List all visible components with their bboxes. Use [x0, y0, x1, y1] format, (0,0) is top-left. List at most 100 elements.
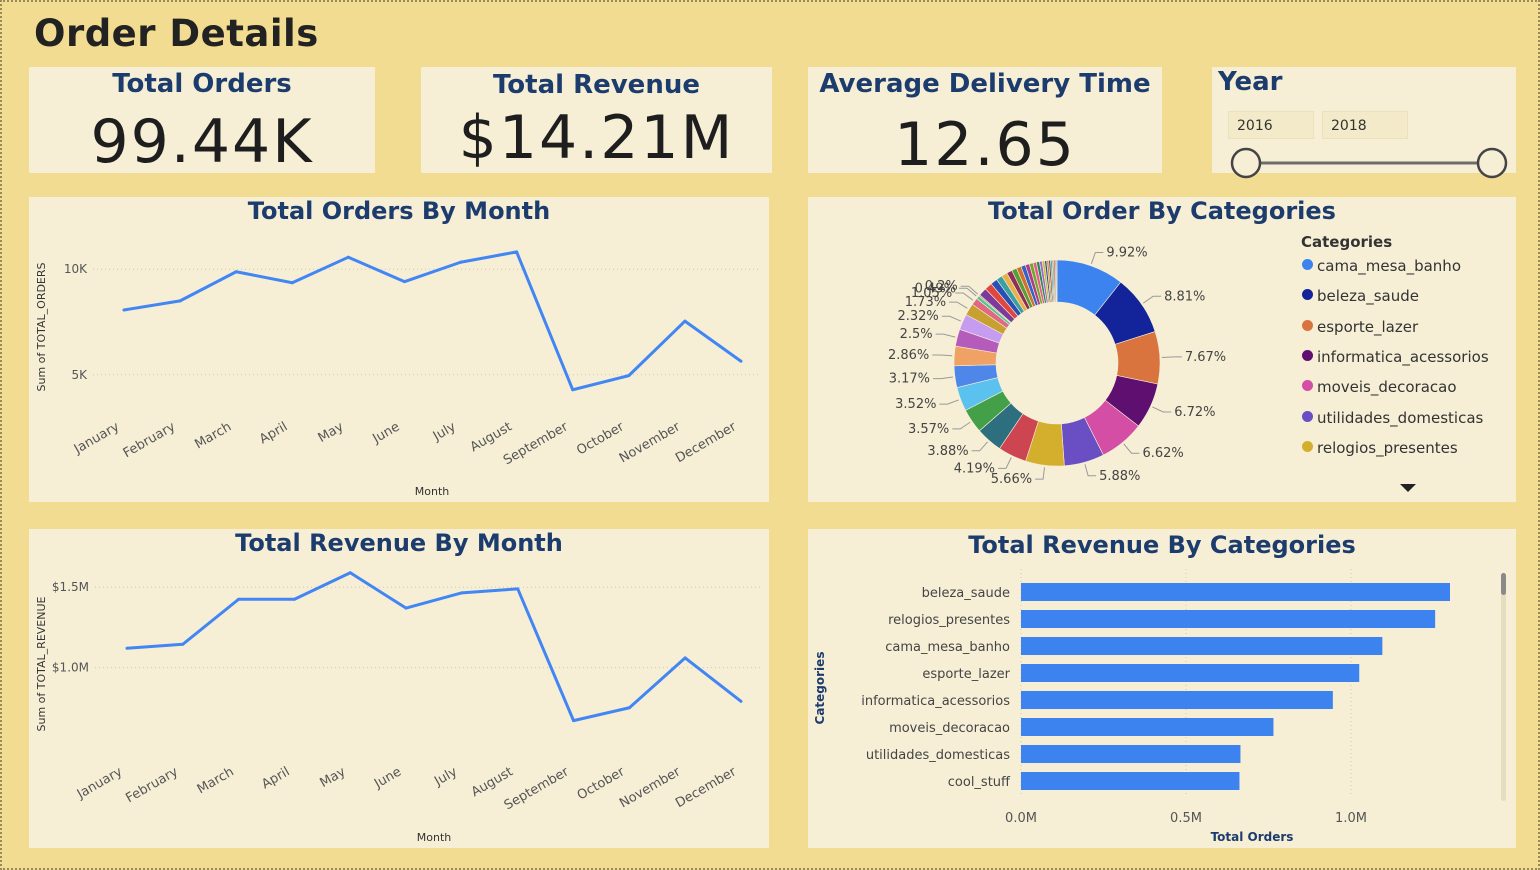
- y-axis-label: Sum of TOTAL_REVENUE: [35, 596, 48, 731]
- chart-title: Total Orders By Month: [247, 197, 551, 225]
- year-end-input[interactable]: 2018: [1322, 111, 1408, 139]
- year-range-slider[interactable]: [1212, 145, 1516, 185]
- x-tick-label: August: [468, 419, 515, 455]
- revenue-by-month-panel[interactable]: Total Revenue By Month $1.0M $1.5M January…: [29, 529, 769, 848]
- legend-item[interactable]: informatica_acessorios: [1302, 348, 1489, 366]
- scrollbar-thumb[interactable]: [1501, 573, 1506, 595]
- data-point: [178, 299, 182, 303]
- slice-leader-line: [1035, 467, 1046, 480]
- data-point: [515, 250, 519, 254]
- slice-leader-line: [932, 354, 953, 357]
- slice-leader-line: [1142, 295, 1162, 304]
- x-tick-label: February: [121, 419, 179, 461]
- x-tick-label: March: [192, 419, 234, 452]
- page-title: Order Details: [34, 12, 319, 55]
- slice-leader-line: [939, 399, 959, 405]
- x-tick-label: December: [673, 764, 739, 811]
- bar: [1021, 718, 1274, 736]
- y-tick-label: 10K: [64, 262, 88, 276]
- legend-item[interactable]: relogios_presentes: [1302, 439, 1458, 457]
- data-point: [683, 319, 687, 323]
- data-point: [346, 255, 350, 259]
- kpi-title: Total Revenue: [493, 70, 700, 100]
- bar: [1021, 664, 1360, 682]
- slice-label: 6.72%: [1174, 405, 1215, 420]
- x-tick-label: August: [469, 764, 516, 800]
- kpi-card-total-revenue[interactable]: Total Revenue $14.21M: [421, 67, 772, 173]
- slice-label: 0.49%: [915, 281, 956, 296]
- y-tick-label: cool_stuff: [948, 775, 1011, 790]
- bar: [1021, 583, 1450, 601]
- data-point: [404, 606, 408, 610]
- data-point: [460, 591, 464, 595]
- slice-label: 2.86%: [888, 348, 929, 363]
- slice-leader-line: [941, 315, 961, 322]
- data-point: [627, 706, 631, 710]
- revenue-by-categories-chart: 0.0M 0.5M 1.0M beleza_saude relogios_present…: [813, 569, 1450, 844]
- data-point: [627, 374, 631, 378]
- x-axis-label: Month: [415, 485, 450, 498]
- y-tick-label: cama_mesa_banho: [885, 640, 1010, 655]
- legend-item[interactable]: utilidades_domesticas: [1302, 409, 1483, 427]
- data-point: [292, 597, 296, 601]
- data-point: [237, 597, 241, 601]
- legend-swatch: [1302, 410, 1313, 422]
- data-point: [683, 656, 687, 660]
- slice-leader-line: [935, 333, 956, 338]
- year-slicer[interactable]: Year 2016 2018: [1212, 67, 1516, 179]
- orders-by-month-panel[interactable]: Total Orders By Month 5K 10K January Februa…: [29, 197, 769, 502]
- kpi-value: 99.44K: [90, 107, 314, 177]
- slice-label: 3.88%: [927, 444, 968, 459]
- x-tick-label: November: [617, 764, 684, 811]
- y-tick-label: utilidades_domesticas: [866, 748, 1010, 763]
- y-tick-label: esporte_lazer: [922, 667, 1010, 682]
- slice-label: 9.92%: [1106, 245, 1147, 260]
- x-tick-label: June: [370, 419, 403, 447]
- revenue-by-categories-panel[interactable]: Total Revenue By Categories 0.0M 0.5M 1.0M…: [808, 529, 1516, 848]
- y-tick-label: informatica_acessorios: [861, 694, 1010, 709]
- x-tick-label: July: [431, 764, 460, 789]
- orders-by-categories-panel[interactable]: Total Order By Categories 9.92% 8.81% 7.67…: [808, 197, 1516, 502]
- x-tick-label: 1.0M: [1335, 811, 1367, 826]
- bar: [1021, 637, 1383, 655]
- bar: [1021, 610, 1436, 628]
- kpi-card-average-delivery-time[interactable]: Average Delivery Time 12.65: [808, 67, 1162, 180]
- slice-leader-line: [1161, 356, 1182, 359]
- slice-label: 7.67%: [1185, 350, 1226, 365]
- slice-leader-line: [998, 457, 1012, 469]
- y-tick-label: $1.5M: [52, 580, 89, 594]
- x-tick-label: 0.0M: [1005, 811, 1037, 826]
- slice-leader-line: [971, 441, 988, 452]
- legend-item[interactable]: cama_mesa_banho: [1302, 257, 1461, 275]
- y-tick-label: $1.0M: [52, 661, 89, 675]
- kpi-value: $14.21M: [458, 103, 735, 173]
- data-point: [571, 388, 575, 392]
- bar: [1021, 772, 1240, 790]
- slider-start-handle[interactable]: [1230, 147, 1262, 179]
- slice-leader-line: [958, 287, 977, 297]
- slice-label: 1.05%: [911, 286, 952, 301]
- kpi-card-total-orders[interactable]: Total Orders 99.44K: [29, 67, 375, 177]
- y-tick-label: beleza_saude: [922, 586, 1010, 601]
- x-tick-label: July: [430, 419, 459, 444]
- y-tick-label: relogios_presentes: [888, 613, 1010, 628]
- legend-scroll-down-icon[interactable]: [1398, 482, 1418, 494]
- slider-end-handle[interactable]: [1476, 147, 1508, 179]
- x-tick-label: March: [195, 764, 237, 797]
- data-point: [125, 646, 129, 650]
- legend-item[interactable]: esporte_lazer: [1302, 318, 1418, 336]
- legend-item[interactable]: moveis_decoracao: [1302, 378, 1457, 396]
- year-start-input[interactable]: 2016: [1228, 111, 1314, 139]
- bar: [1021, 691, 1333, 709]
- data-point: [459, 260, 463, 264]
- data-point: [572, 719, 576, 723]
- scrollbar-track[interactable]: [1501, 573, 1506, 801]
- legend-label: cama_mesa_banho: [1317, 257, 1461, 275]
- x-tick-label: May: [317, 764, 348, 791]
- slice-label: 3.57%: [908, 422, 949, 437]
- legend-item[interactable]: beleza_saude: [1302, 287, 1419, 305]
- legend-swatch: [1302, 259, 1313, 270]
- x-axis-label: Month: [417, 831, 452, 844]
